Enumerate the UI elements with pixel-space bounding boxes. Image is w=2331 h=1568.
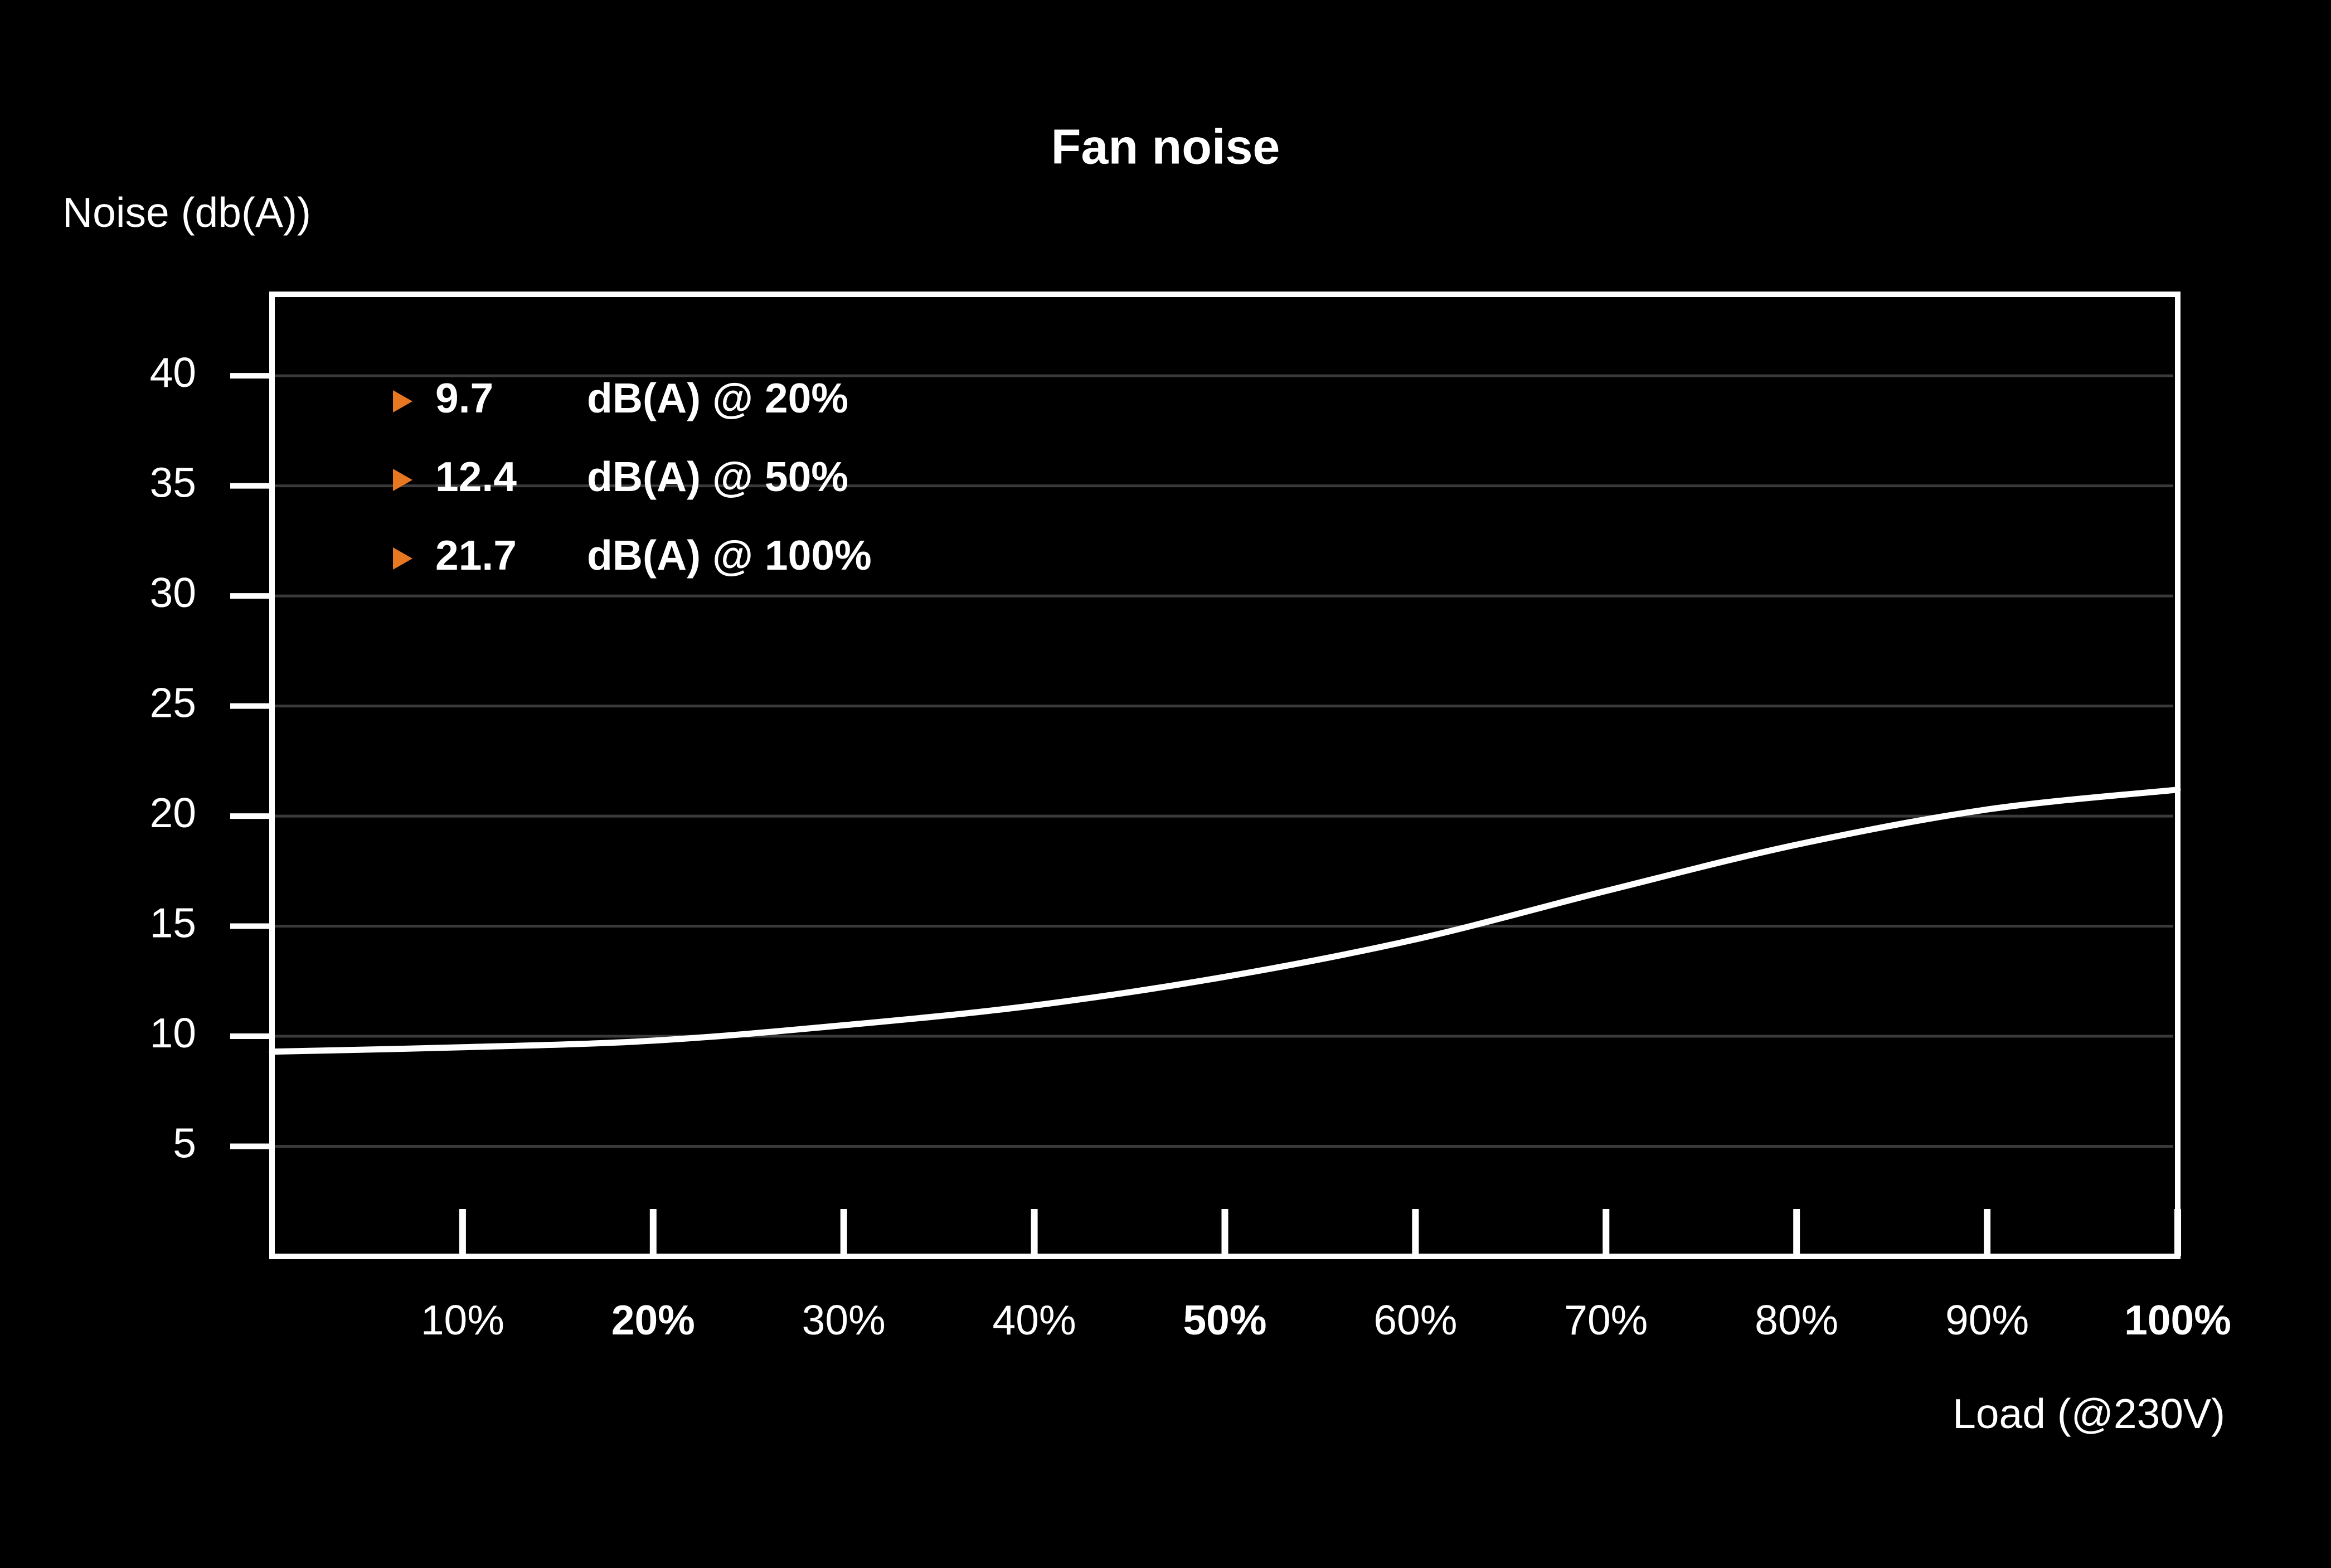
data-line: [269, 787, 2181, 1055]
x-tick-label: 30%: [802, 1297, 886, 1343]
x-tick-label: 20%: [611, 1297, 695, 1343]
y-tick-label: 35: [150, 459, 196, 506]
y-tick-label: 5: [173, 1119, 196, 1166]
annotation-text: dB(A) @ 50%: [587, 453, 848, 500]
annotation-value: 9.7: [435, 375, 493, 421]
y-tick-label: 40: [150, 349, 196, 396]
y-tick-label: 20: [150, 789, 196, 836]
y-tick-label: 25: [150, 679, 196, 726]
annotation-value: 21.7: [435, 532, 517, 579]
annotation-text: dB(A) @ 100%: [587, 532, 872, 579]
x-tick-label: 40%: [993, 1297, 1076, 1343]
annotation-text: dB(A) @ 20%: [587, 375, 848, 421]
plot-frame: [269, 292, 2181, 1259]
x-axis-label: Load (@230V): [1953, 1390, 2225, 1437]
annotation-marker: [393, 547, 412, 570]
x-tick-label: 70%: [1564, 1297, 1648, 1343]
x-tick-label: 90%: [1945, 1297, 2029, 1343]
x-tick-label: 80%: [1755, 1297, 1838, 1343]
chart-title: Fan noise: [1051, 119, 1280, 174]
y-tick-label: 15: [150, 899, 196, 946]
y-tick-label: 10: [150, 1009, 196, 1056]
annotation-marker: [393, 469, 412, 491]
y-axis-label: Noise (db(A)): [62, 189, 311, 236]
x-tick-label: 10%: [421, 1297, 504, 1343]
x-tick-label: 50%: [1183, 1297, 1266, 1343]
x-tick-label: 60%: [1373, 1297, 1457, 1343]
annotation-value: 12.4: [435, 453, 517, 500]
x-tick-label: 100%: [2124, 1297, 2231, 1343]
annotation-marker: [393, 390, 412, 412]
y-tick-label: 30: [150, 569, 196, 616]
